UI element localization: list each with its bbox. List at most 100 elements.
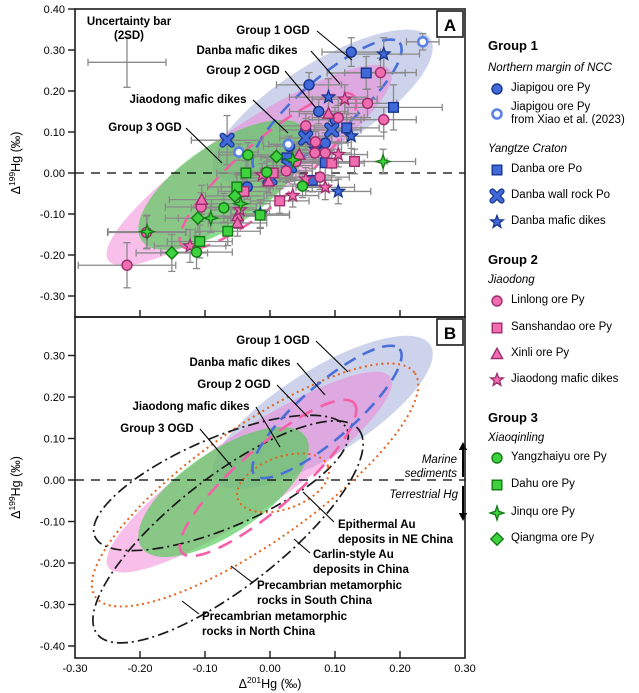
data-point-square-green xyxy=(194,235,206,247)
legend-group2-title: Group 2 xyxy=(488,252,538,267)
filled-circle-icon-svg xyxy=(491,83,503,95)
annotation-leader-line xyxy=(293,538,311,554)
data-point-triangle-pink xyxy=(321,106,336,119)
x-tick-label: -0.20 xyxy=(127,663,152,675)
legend-item-linlong-ore-py: Linlong ore Py xyxy=(488,292,585,310)
plot-annotation: Jiaodong mafic dikes xyxy=(130,94,247,106)
data-point-sparkle-green xyxy=(138,222,157,241)
triangle-icon-svg xyxy=(490,346,504,360)
data-point-sparkle-green xyxy=(201,208,220,228)
filled-circle-icon xyxy=(491,83,503,95)
precambrian-north-china-ellipse xyxy=(92,420,364,644)
data-point-star-blue xyxy=(330,183,347,199)
data-point-sparkle-green xyxy=(231,194,250,213)
data-point-triangle-pink xyxy=(230,215,245,229)
y-axis-title: Δ199Hg (‰) xyxy=(7,132,23,195)
annotation-leader-line xyxy=(181,600,200,615)
legend-item-label: Dahu ore Py xyxy=(511,478,575,491)
legend-item-label: Yangzhaiyu ore Py xyxy=(511,451,607,464)
panel-A-plot-area xyxy=(75,29,465,289)
x-cross-icon xyxy=(488,187,506,205)
legend-item-danba-mafic-dikes: Danba mafic dikes xyxy=(488,213,606,231)
x-tick-label: 0.20 xyxy=(389,663,410,675)
data-point-xcross-blue xyxy=(325,123,339,137)
plot-annotation: Terrestrial Hg xyxy=(389,489,458,501)
y-tick-label: -0.40 xyxy=(40,641,65,653)
data-point-circle-pink xyxy=(121,259,133,271)
data-point-circle-pink xyxy=(319,147,331,159)
data-point-circle-pink xyxy=(280,165,292,177)
filled-square-icon xyxy=(491,322,503,334)
data-point-square-pink xyxy=(349,156,361,168)
y-tick-label: -0.10 xyxy=(40,517,65,529)
diamond-icon xyxy=(489,531,505,547)
legend-item-jinqu-ore-py: Jinqu ore Py xyxy=(487,503,575,523)
plot-annotation: Precambrian metamorphic xyxy=(257,580,403,592)
legend-item-qiangma-ore-py: Qiangma ore Py xyxy=(488,530,594,548)
panel-B-badge-label: B xyxy=(444,324,456,343)
legend-item-label: Linlong ore Py xyxy=(511,294,585,307)
plot-annotation: Group 3 OGD xyxy=(120,423,193,435)
x-tick-label: 0.00 xyxy=(259,663,280,675)
data-point-sparkle-green xyxy=(283,150,302,170)
legend-item-dahu-ore-py: Dahu ore Py xyxy=(488,476,575,494)
data-point-diamond-green xyxy=(164,245,180,261)
y-tick-label: -0.20 xyxy=(40,250,65,262)
plot-annotation: Uncertainty bar xyxy=(87,16,172,28)
diamond-icon xyxy=(488,530,506,548)
data-point-square-green xyxy=(222,225,234,237)
y-tick-label: 0.30 xyxy=(44,45,65,57)
annotation-leader-line xyxy=(284,70,317,109)
star-icon xyxy=(488,213,506,229)
filled-square-icon xyxy=(491,479,503,491)
data-point-star-pink xyxy=(284,187,301,203)
open-circle-icon xyxy=(488,105,506,123)
y-axis-title: Δ199Hg (‰) xyxy=(7,456,23,519)
plot-annotation: Group 1 OGD xyxy=(236,335,309,347)
legend-item-sanshandao-ore-py: Sanshandao ore Py xyxy=(488,319,612,337)
y-tick-label: 0.00 xyxy=(44,168,65,180)
plot-annotation: sediments xyxy=(405,468,458,480)
triangle-icon xyxy=(490,346,504,360)
star-icon-svg xyxy=(488,371,506,387)
plot-annotation: Marine xyxy=(422,454,457,466)
legend-item-label: Jiapigou ore Py from Xiao et al. (2023) xyxy=(511,101,639,127)
four-point-star-icon xyxy=(487,503,507,523)
data-point-circle-pink xyxy=(309,147,321,159)
y-tick-label: 0.40 xyxy=(44,4,65,16)
filled-circle-icon xyxy=(488,80,506,98)
annotation-leader-line xyxy=(255,406,281,448)
plot-annotation: Danba mafic dikes xyxy=(197,45,298,57)
terrestrial-down-arrow-head xyxy=(458,513,468,521)
y-tick-label: 0.10 xyxy=(44,434,65,446)
data-point-diamond-green xyxy=(190,210,206,226)
filled-circle-icon xyxy=(491,295,503,307)
data-point-xcross-blue xyxy=(220,133,234,147)
legend-group2-subtitle-jiaodong: Jiaodong xyxy=(488,274,535,286)
data-point-circle-pink xyxy=(332,111,344,124)
data-point-circle-green xyxy=(242,149,254,161)
star-icon xyxy=(488,371,506,387)
data-point-triangle-pink xyxy=(194,192,209,205)
data-point-square-pink xyxy=(274,195,286,207)
annotation-leader-line xyxy=(230,565,254,584)
carlin-style-au-ellipse xyxy=(90,362,420,608)
data-point-diamond-green xyxy=(269,149,284,164)
filled-circle-icon xyxy=(491,452,503,464)
filled-square-icon xyxy=(491,164,503,176)
plot-annotation: Jiaodong mafic dikes xyxy=(133,401,250,413)
plot-annotation: Precambrian metamorphic xyxy=(202,611,348,623)
x-tick-label: 0.10 xyxy=(324,663,345,675)
plot-annotation: Epithermal Au xyxy=(338,519,416,531)
data-point-circle-green xyxy=(218,202,230,214)
data-point-circle-pink xyxy=(361,97,374,110)
legend-item-label: Jiaodong mafic dikes xyxy=(511,373,619,386)
jiaodong-mafic-dikes-ellipse xyxy=(178,398,358,558)
plot-annotation: rocks in South China xyxy=(257,595,373,607)
annotation-leader-line xyxy=(252,99,289,134)
open-circle-icon xyxy=(491,108,503,121)
annotation-leader-line xyxy=(296,362,326,396)
data-point-square-blue xyxy=(360,67,372,79)
